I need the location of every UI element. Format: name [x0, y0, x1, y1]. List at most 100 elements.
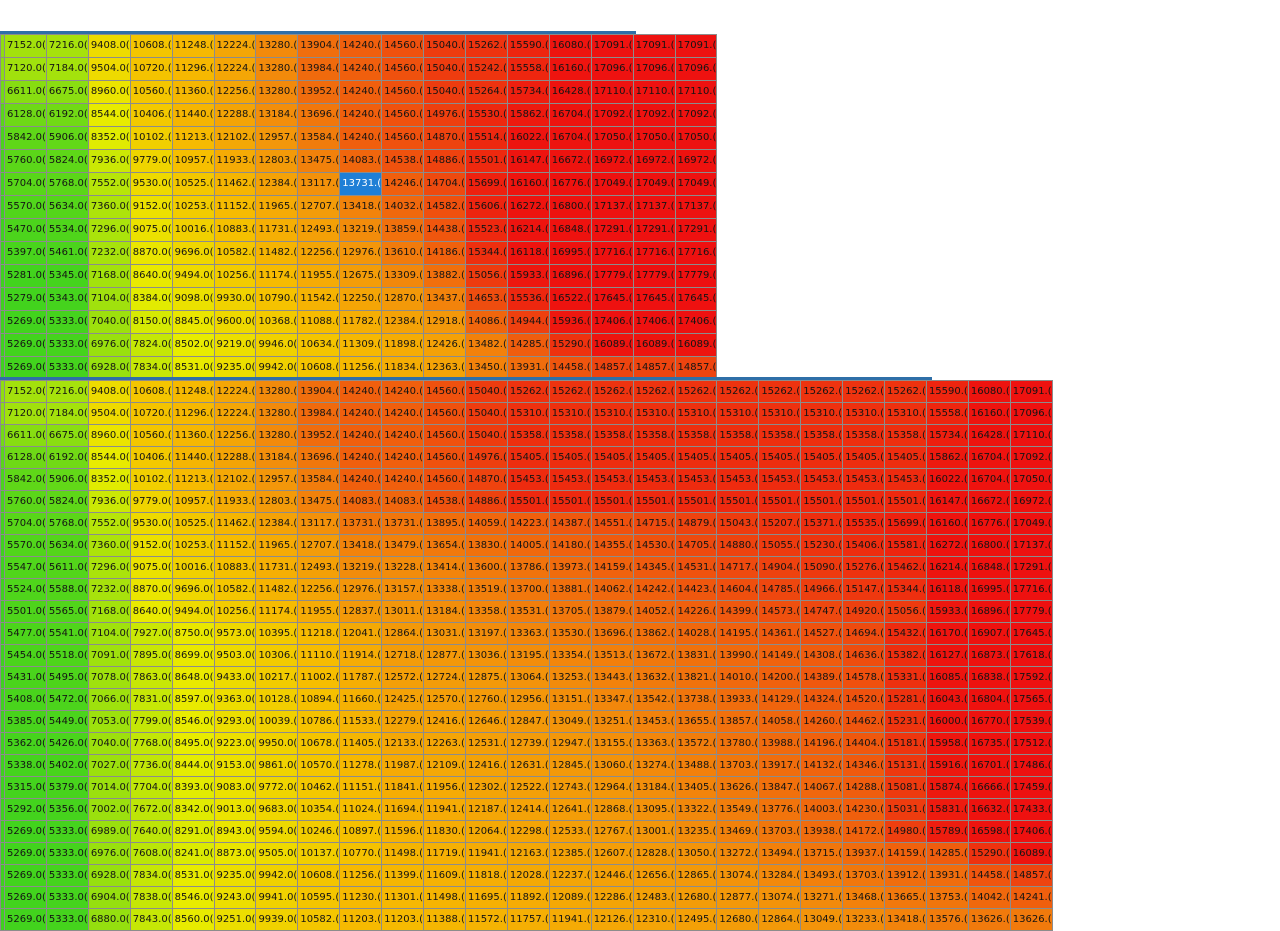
table-cell[interactable]: 12384.( [255, 172, 299, 196]
table-cell[interactable]: 8546.0( [171, 710, 215, 733]
table-cell[interactable]: 9941.0( [255, 886, 299, 909]
table-cell[interactable]: 5768.0( [45, 512, 89, 535]
table-cell[interactable]: 14083.( [339, 149, 383, 173]
table-cell[interactable]: 12868.( [590, 798, 634, 821]
table-cell[interactable]: 16735.( [967, 732, 1011, 755]
table-cell[interactable]: 14355.( [590, 534, 634, 557]
table-cell[interactable]: 7552.0( [87, 172, 131, 196]
table-cell[interactable]: 15916.( [925, 754, 969, 777]
table-cell[interactable]: 9243.0( [213, 886, 257, 909]
table-cell[interactable]: 5408.0( [4, 688, 47, 711]
table-cell[interactable]: 15358.( [674, 424, 718, 447]
table-cell[interactable]: 13271.( [800, 886, 844, 909]
table-cell[interactable]: 12089.( [548, 886, 592, 909]
table-cell[interactable]: 10770.( [339, 842, 383, 865]
table-cell[interactable]: 13753.( [925, 886, 969, 909]
table-cell[interactable]: 9504.0( [87, 57, 131, 81]
table-cell[interactable]: 17433.( [1009, 798, 1053, 821]
table-cell[interactable]: 8699.0( [171, 644, 215, 667]
table-cell[interactable]: 13453.( [632, 710, 676, 733]
table-cell[interactable]: 5524.0( [4, 578, 47, 601]
table-cell[interactable]: 15405.( [590, 446, 634, 469]
table-cell[interactable]: 15310.( [842, 402, 886, 425]
table-cell[interactable]: 13738.( [674, 688, 718, 711]
table-cell[interactable]: 15040.( [423, 57, 466, 81]
table-cell[interactable]: 16080.( [967, 380, 1011, 403]
table-cell[interactable]: 12864.( [381, 622, 425, 645]
table-cell[interactable]: 12426.( [423, 333, 466, 357]
table-cell[interactable]: 13117.( [297, 512, 341, 535]
table-cell[interactable]: 13859.( [381, 218, 425, 242]
table-cell[interactable]: 12425.( [381, 688, 425, 711]
table-cell[interactable]: 14560.( [381, 103, 425, 127]
table-cell[interactable]: 9075.0( [129, 556, 173, 579]
table-cell[interactable]: 13354.( [548, 644, 592, 667]
table-cell[interactable]: 13064.( [506, 666, 550, 689]
table-cell[interactable]: 11987.( [381, 754, 425, 777]
table-cell[interactable]: 10525.( [171, 512, 215, 535]
table-cell[interactable]: 11388.( [423, 908, 466, 931]
table-cell[interactable]: 14715.( [632, 512, 676, 535]
table-cell[interactable]: 15958.( [925, 732, 969, 755]
table-cell[interactable]: 9433.0( [213, 666, 257, 689]
table-cell[interactable]: 11301.( [381, 886, 425, 909]
table-cell[interactable]: 15862.( [925, 446, 969, 469]
table-cell[interactable]: 10883.( [213, 218, 257, 242]
table-cell[interactable]: 15405.( [548, 446, 592, 469]
table-cell[interactable]: 7168.0( [87, 264, 131, 288]
table-cell[interactable]: 12680.( [716, 908, 760, 931]
table-cell[interactable]: 13600.( [464, 556, 508, 579]
table-cell[interactable]: 15181.( [884, 732, 927, 755]
table-cell[interactable]: 12288.( [213, 446, 257, 469]
table-cell[interactable]: 10570.( [297, 754, 341, 777]
table-cell[interactable]: 11203.( [381, 908, 425, 931]
table-cell[interactable]: 7552.0( [87, 512, 131, 535]
table-cell[interactable]: 17092.( [632, 103, 676, 127]
table-cell[interactable]: 14240.( [339, 468, 383, 491]
table-cell[interactable]: 13233.( [842, 908, 886, 931]
table-cell[interactable]: 11694.( [381, 798, 425, 821]
table-cell[interactable]: 16598.( [967, 820, 1011, 843]
table-cell[interactable]: 9942.0( [255, 864, 299, 887]
table-cell[interactable]: 14345.( [632, 556, 676, 579]
table-cell[interactable]: 15276.( [842, 556, 886, 579]
table-cell[interactable]: 16770.( [967, 710, 1011, 733]
table-cell[interactable]: 17091.( [590, 34, 634, 58]
table-cell[interactable]: 15310.( [716, 402, 760, 425]
table-cell[interactable]: 13151.( [548, 688, 592, 711]
table-cell[interactable]: 7078.0( [87, 666, 131, 689]
table-cell[interactable]: 14028.( [674, 622, 718, 645]
table-cell[interactable]: 8342.0( [171, 798, 215, 821]
table-cell[interactable]: 11152.( [213, 534, 257, 557]
table-cell[interactable]: 5461.0( [45, 241, 89, 265]
table-cell[interactable]: 8943.0( [213, 820, 257, 843]
table-cell[interactable]: 6989.0( [87, 820, 131, 843]
table-cell[interactable]: 12739.( [506, 732, 550, 755]
table-cell[interactable]: 14462.( [842, 710, 886, 733]
table-cell[interactable]: 11213.( [171, 126, 215, 150]
table-cell[interactable]: 8241.0( [171, 842, 215, 865]
table-cell[interactable]: 5269.0( [4, 356, 47, 380]
table-cell[interactable]: 11818.( [464, 864, 508, 887]
table-cell[interactable]: 8960.0( [87, 80, 131, 104]
table-cell[interactable]: 13157.( [381, 578, 425, 601]
table-cell[interactable]: 12864.( [758, 908, 802, 931]
table-cell[interactable]: 16907.( [967, 622, 1011, 645]
table-cell[interactable]: 17091.( [674, 34, 718, 58]
table-cell[interactable]: 9098.0( [171, 287, 215, 311]
table-cell[interactable]: 15536.( [506, 287, 550, 311]
table-cell[interactable]: 15453.( [632, 468, 676, 491]
table-cell[interactable]: 10256.( [213, 600, 257, 623]
table-cell[interactable]: 11498.( [423, 886, 466, 909]
table-cell[interactable]: 10582.( [213, 241, 257, 265]
table-cell[interactable]: 10720.( [129, 402, 173, 425]
table-cell[interactable]: 5343.0( [45, 287, 89, 311]
table-cell[interactable]: 11174.( [255, 264, 299, 288]
table-cell[interactable]: 7927.0( [129, 622, 173, 645]
table-cell[interactable]: 13479.( [381, 534, 425, 557]
table-cell[interactable]: 16776.( [967, 512, 1011, 535]
table-cell[interactable]: 10957.( [171, 149, 215, 173]
table-cell[interactable]: 14530.( [632, 534, 676, 557]
table-cell[interactable]: 16160.( [925, 512, 969, 535]
table-cell[interactable]: 17592.( [1009, 666, 1053, 689]
